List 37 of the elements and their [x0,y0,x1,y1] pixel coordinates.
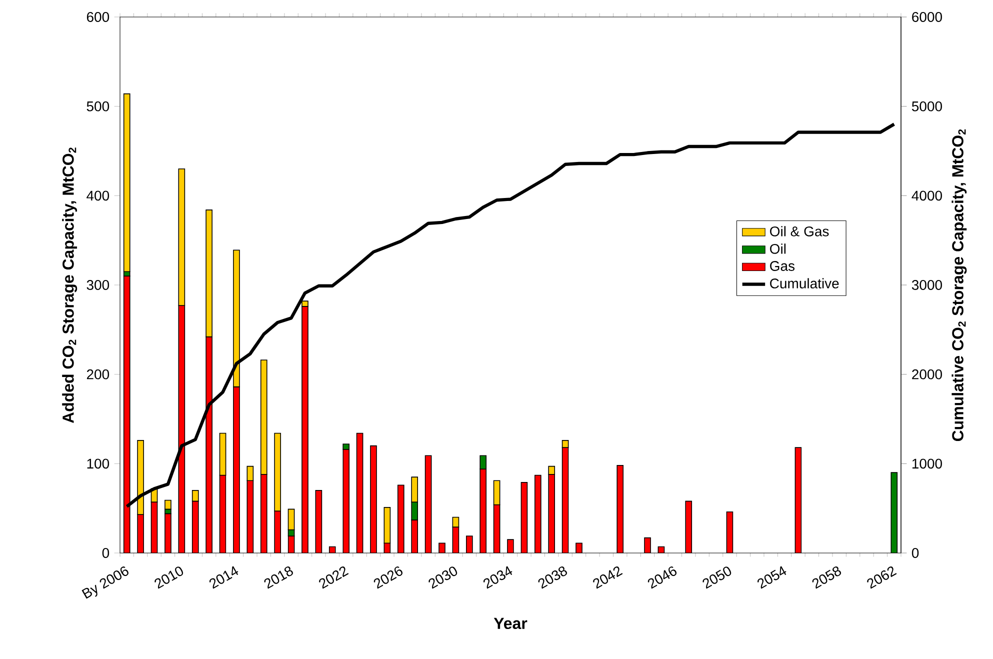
x-tick-label: By 2006 [82,566,128,599]
y2-tick-label: 1000 [912,458,942,469]
x-tick-label: 2018 [264,566,293,589]
y-tick-label: 300 [86,280,110,290]
x-tick-label: 2062 [867,566,897,589]
legend-label: Cumulative [770,278,839,288]
y2-tick-label: 2000 [912,369,942,380]
legend-label: Gas [770,261,795,271]
y-tick-label: 400 [86,190,110,201]
y2-tick-label: 6000 [912,12,942,22]
y-tick-label: 500 [86,101,110,112]
y2-tick-label: 3000 [912,280,942,290]
y2-axis-title: Cumulative CO$_{2}$ Storage Capacity, MtCO$_{2}$ [952,129,967,442]
x-tick-label: 2046 [648,566,677,589]
x-tick-label: 2026 [374,566,402,589]
x-tick-label: 2042 [593,566,623,589]
x-tick-label: 2034 [483,566,512,589]
y2-tick-label: 0 [912,548,919,558]
y-tick-label: 600 [86,12,110,22]
x-axis-title: Year [494,618,528,630]
y2-tick-label: 5000 [912,101,942,112]
x-tick-label: 2050 [702,566,732,589]
y-tick-label: 0 [102,548,110,558]
x-tick-label: 2022 [319,566,349,589]
x-tick-label: 2010 [154,566,184,589]
x-tick-label: 2030 [428,566,458,589]
legend-label: Oil & Gas [770,226,829,236]
bar [164,500,172,510]
y-tick-label: 100 [87,458,110,469]
y-axis-title: Added CO$_{2}$ Storage Capacity, MtCO$_{2}$ [62,148,78,424]
x-tick-label: 2014 [209,566,238,589]
y-tick-label: 200 [86,369,110,380]
x-tick-label: 2038 [538,566,568,589]
x-tick-label: 2058 [812,566,842,589]
x-tick-label: 2054 [758,566,786,589]
y2-tick-label: 4000 [912,190,942,201]
legend-label: Oil [770,244,786,254]
